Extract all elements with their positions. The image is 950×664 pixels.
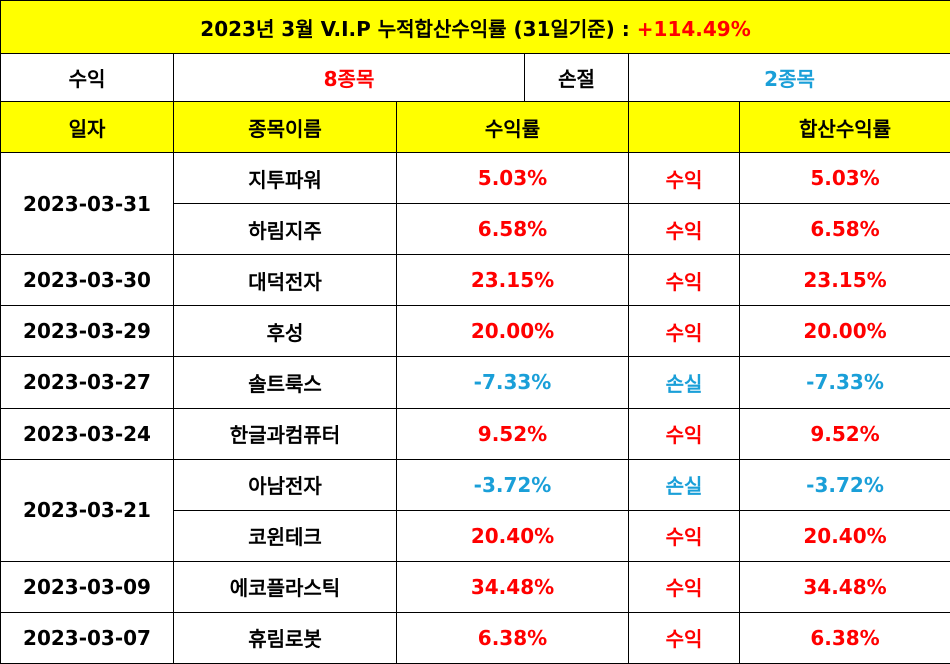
- row-status: 수익: [628, 611, 740, 664]
- title-row: 2023년 3월 V.I.P 누적합산수익률 (31일기준) : +114.49…: [0, 0, 950, 55]
- row-status: 수익: [628, 560, 740, 613]
- table-row: 2023-03-30 대덕전자 23.15% 수익 23.15%: [0, 254, 950, 307]
- row-cumulative: 5.03%: [738, 152, 950, 205]
- row-cumulative: 6.58%: [738, 203, 950, 256]
- column-header-status: [628, 101, 740, 154]
- loss-count-value: 2종목: [627, 53, 950, 103]
- row-cumulative: -3.72%: [738, 458, 950, 511]
- row-date: 2023-03-07: [0, 611, 174, 664]
- table-row: 2023-03-09 에코플라스틱 34.48% 수익 34.48%: [0, 560, 950, 613]
- table-row: 2023-03-31 지투파워 5.03% 수익 5.03%: [0, 152, 950, 256]
- row-status: 수익: [628, 305, 740, 358]
- row-date: 2023-03-21: [0, 458, 174, 562]
- title-total-return: +114.49%: [636, 16, 751, 41]
- column-header-date: 일자: [0, 101, 174, 154]
- row-cumulative: 20.00%: [738, 305, 950, 358]
- table-row: 코윈테크 20.40% 수익 20.40%: [1, 509, 950, 562]
- row-stock-name: 한글과컴퓨터: [173, 407, 397, 460]
- row-cumulative: 20.40%: [738, 509, 950, 562]
- row-stock-name: 아남전자: [173, 458, 397, 511]
- table-row: 2023-03-07 휴림로봇 6.38% 수익 6.38%: [0, 611, 950, 664]
- table-row: 2023-03-24 한글과컴퓨터 9.52% 수익 9.52%: [0, 407, 950, 460]
- row-stock-name: 하림지주: [173, 203, 397, 256]
- row-rate: 20.40%: [396, 509, 629, 562]
- loss-count-label: 손절: [524, 53, 629, 103]
- row-stock-name: 에코플라스틱: [173, 560, 397, 613]
- row-rate: 23.15%: [396, 254, 629, 307]
- row-status: 손실: [628, 356, 740, 409]
- row-status: 수익: [628, 407, 740, 460]
- row-stock-name: 솔트룩스: [173, 356, 397, 409]
- table-row: 2023-03-29 후성 20.00% 수익 20.00%: [0, 305, 950, 358]
- row-cumulative: 23.15%: [738, 254, 950, 307]
- column-header-cumulative: 합산수익률: [738, 101, 950, 154]
- row-rate: -7.33%: [396, 356, 629, 409]
- row-cumulative: 9.52%: [738, 407, 950, 460]
- title-text: 2023년 3월 V.I.P 누적합산수익률 (31일기준): [200, 16, 615, 41]
- profit-count-label: 수익: [0, 53, 174, 103]
- row-stock-name: 지투파워: [173, 152, 397, 205]
- row-rate: -3.72%: [396, 458, 629, 511]
- row-status: 수익: [628, 254, 740, 307]
- row-stock-name: 코윈테크: [173, 509, 397, 562]
- row-rate: 6.58%: [396, 203, 629, 256]
- row-date: 2023-03-30: [0, 254, 174, 307]
- row-status: 손실: [628, 458, 740, 511]
- row-rate: 34.48%: [396, 560, 629, 613]
- row-stock-name: 후성: [173, 305, 397, 358]
- row-rate: 6.38%: [396, 611, 629, 664]
- page-title: 2023년 3월 V.I.P 누적합산수익률 (31일기준) : +114.49…: [0, 0, 950, 55]
- column-header-name: 종목이름: [173, 101, 397, 154]
- row-date: 2023-03-09: [0, 560, 174, 613]
- row-cumulative: 6.38%: [738, 611, 950, 664]
- row-rate: 5.03%: [396, 152, 629, 205]
- row-stock-name: 대덕전자: [173, 254, 397, 307]
- header-row: 일자 종목이름 수익률 합산수익률: [0, 101, 950, 154]
- row-status: 수익: [628, 203, 740, 256]
- table-row: 2023-03-27 솔트룩스 -7.33% 손실 -7.33%: [0, 356, 950, 409]
- row-cumulative: 34.48%: [738, 560, 950, 613]
- row-cumulative: -7.33%: [738, 356, 950, 409]
- row-rate: 9.52%: [396, 407, 629, 460]
- profit-count-value: 8종목: [173, 53, 525, 103]
- row-rate: 20.00%: [396, 305, 629, 358]
- row-date: 2023-03-31: [0, 152, 174, 256]
- title-separator: :: [621, 16, 630, 41]
- row-stock-name: 휴림로봇: [173, 611, 397, 664]
- row-date: 2023-03-27: [0, 356, 174, 409]
- row-status: 수익: [628, 152, 740, 205]
- table-row: 2023-03-21 아남전자 -3.72% 손실 -3.72%: [0, 458, 950, 562]
- summary-row: 수익 8종목 손절 2종목: [0, 53, 950, 103]
- row-date: 2023-03-24: [0, 407, 174, 460]
- row-date: 2023-03-29: [0, 305, 174, 358]
- column-header-rate: 수익률: [396, 101, 629, 154]
- row-status: 수익: [628, 509, 740, 562]
